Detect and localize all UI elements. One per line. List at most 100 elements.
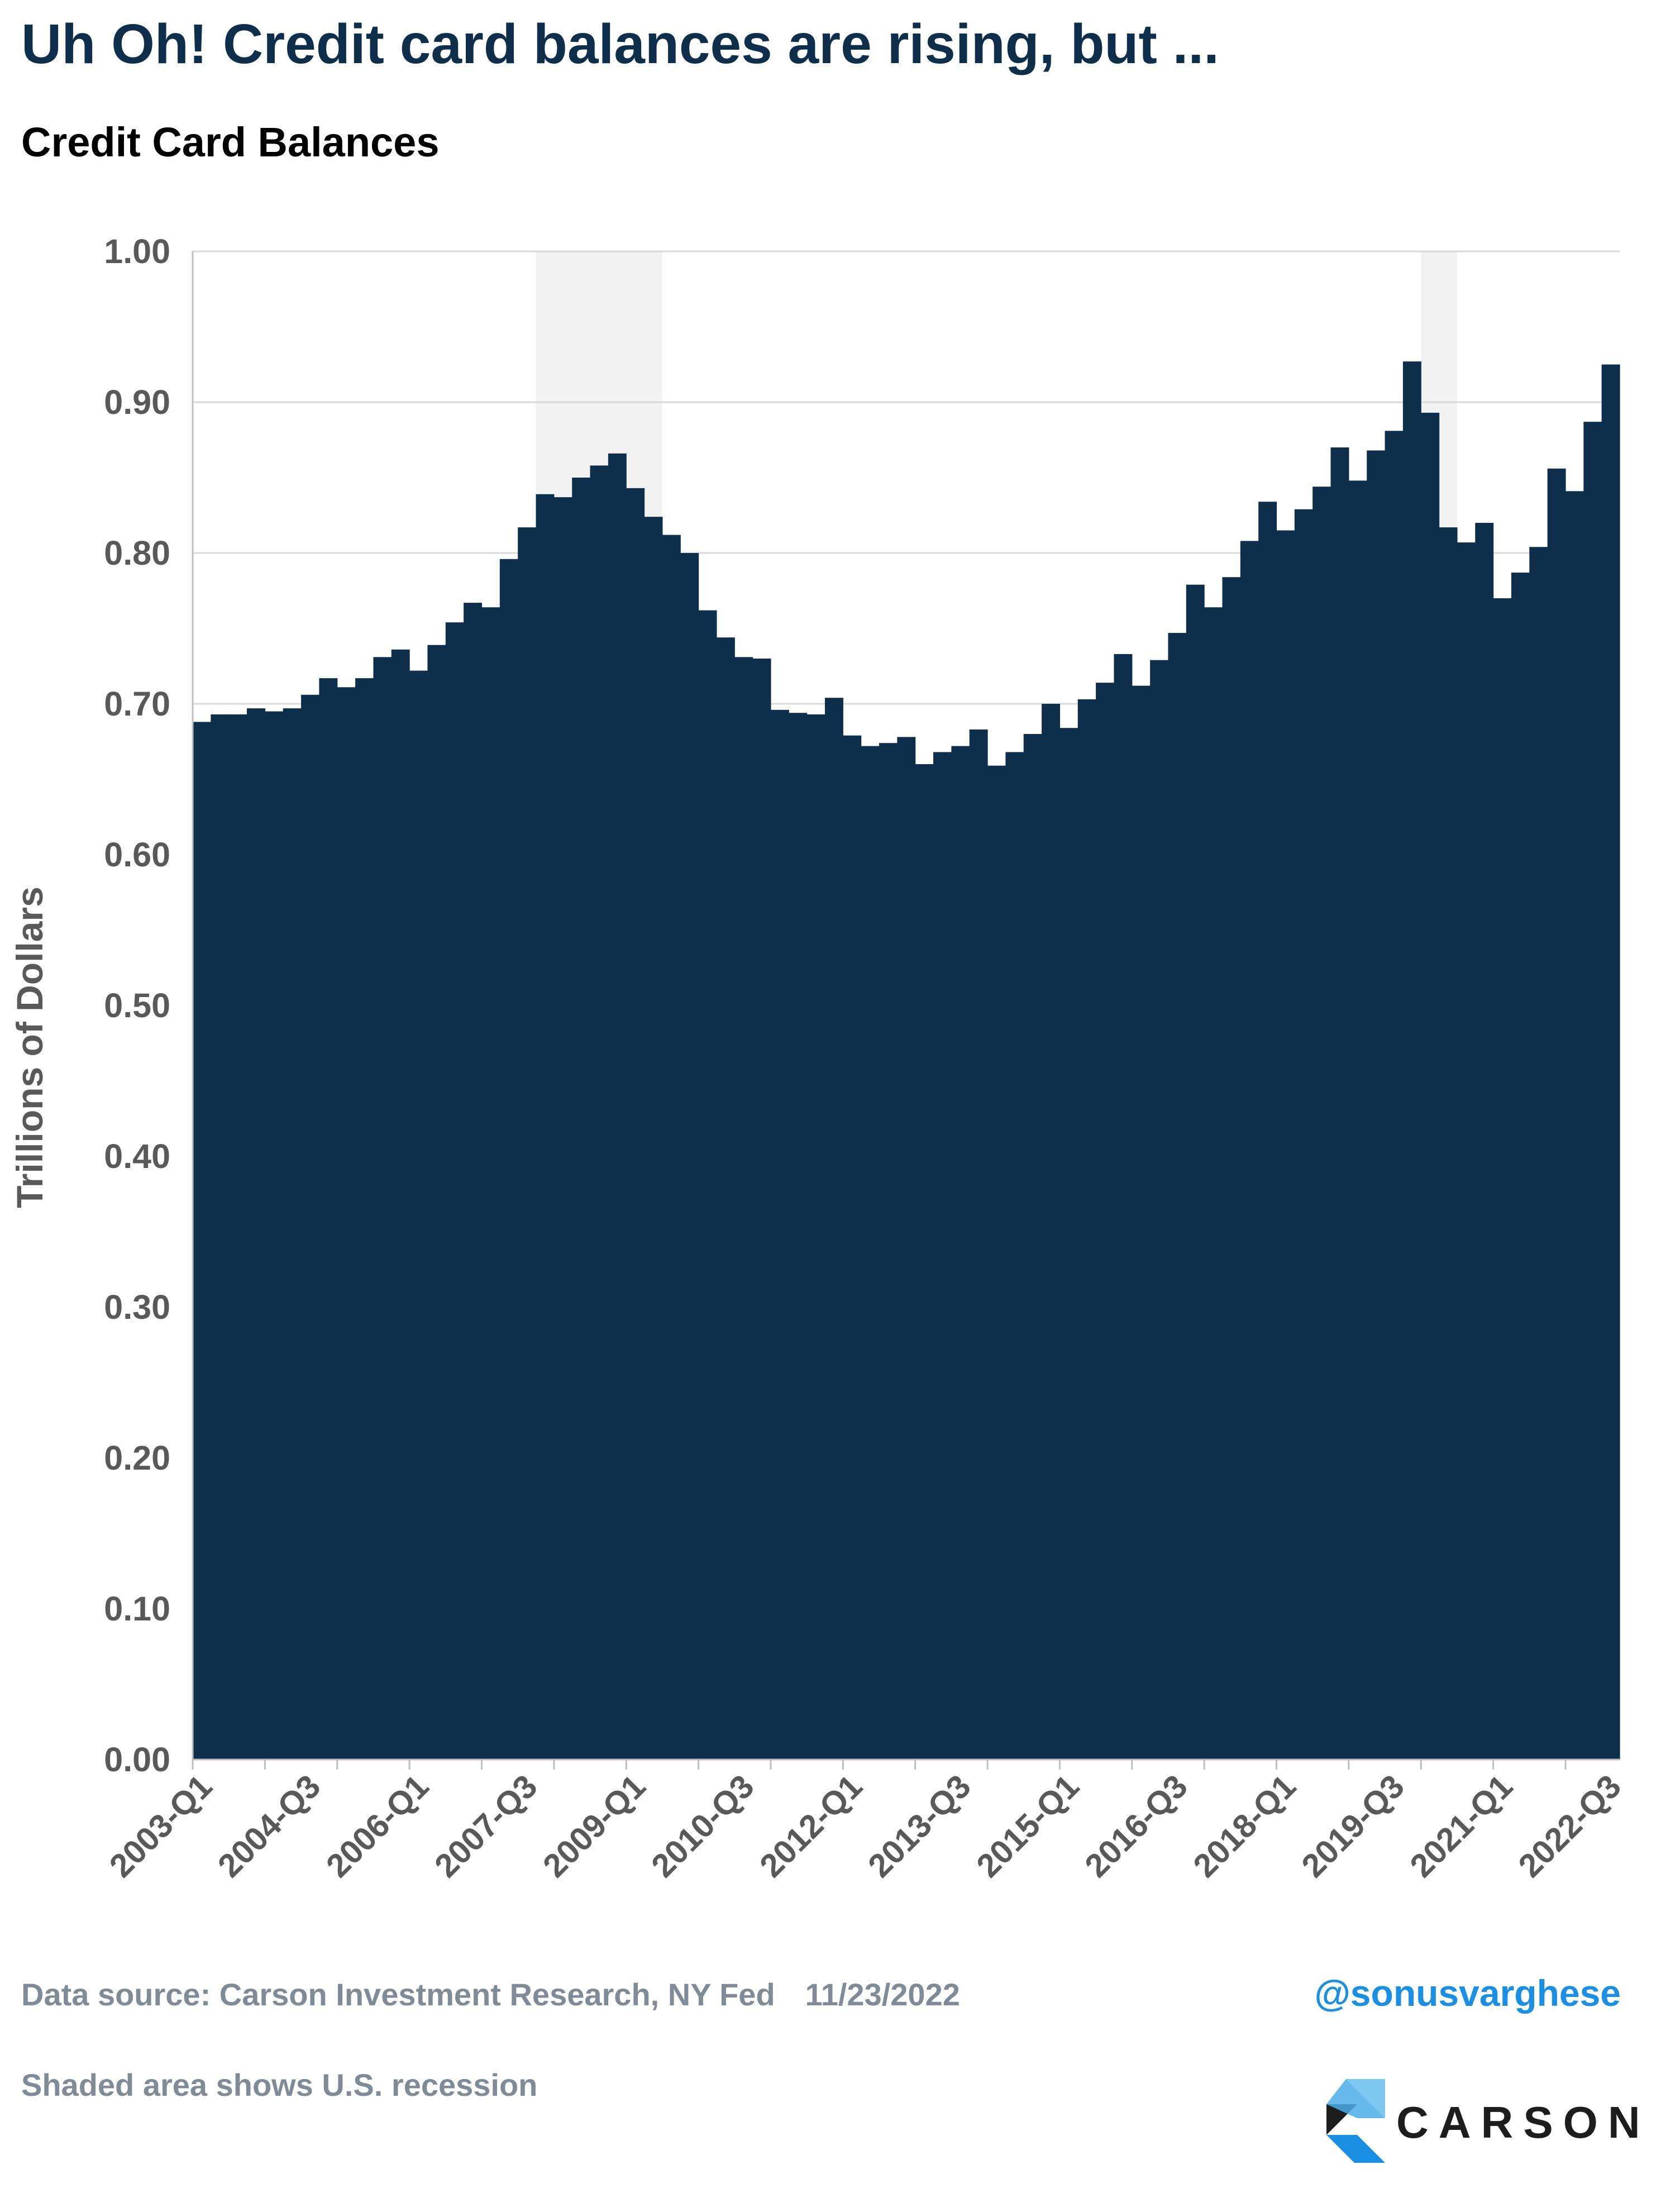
x-tick-label-7: 2013-Q3 — [861, 1768, 978, 1885]
bar-23 — [608, 453, 627, 1760]
bar-12 — [409, 670, 428, 1760]
y-tick-label-1: 0.10 — [104, 1590, 170, 1628]
bar-17 — [499, 559, 518, 1760]
bar-13 — [427, 645, 446, 1760]
bar-0 — [193, 722, 211, 1760]
bar-45 — [1005, 752, 1024, 1760]
source-date: 11/23/2022 — [805, 1977, 960, 2012]
bar-4 — [265, 711, 284, 1760]
bar-72 — [1493, 598, 1512, 1760]
bar-57 — [1222, 577, 1241, 1760]
x-axis-ticks: 2003-Q12004-Q32006-Q12007-Q32009-Q12010-… — [102, 1768, 1628, 1885]
y-tick-label-6: 0.60 — [104, 836, 170, 874]
twitter-handle-link[interactable]: @sonusvarghese — [1314, 1972, 1621, 2014]
x-tick-label-4: 2009-Q1 — [536, 1768, 653, 1885]
bar-27 — [680, 553, 699, 1760]
bar-14 — [445, 622, 464, 1760]
bar-5 — [283, 708, 302, 1760]
bar-47 — [1042, 704, 1061, 1760]
bar-76 — [1565, 491, 1584, 1760]
bar-31 — [752, 659, 771, 1760]
bar-35 — [824, 698, 843, 1760]
bar-18 — [518, 527, 537, 1760]
y-tick-label-0: 0.00 — [104, 1741, 170, 1779]
x-tick-label-13: 2022-Q3 — [1511, 1768, 1628, 1885]
bar-15 — [464, 603, 483, 1760]
bar-19 — [536, 494, 555, 1760]
bar-22 — [590, 465, 609, 1760]
axes-layer — [192, 251, 1620, 1770]
bar-9 — [355, 678, 374, 1760]
bar-42 — [951, 746, 970, 1760]
y-tick-label-5: 0.50 — [104, 986, 170, 1024]
bar-61 — [1294, 509, 1313, 1760]
y-tick-label-7: 0.70 — [104, 685, 170, 723]
bar-69 — [1439, 527, 1458, 1760]
bar-56 — [1204, 607, 1223, 1760]
chart-title: Uh Oh! Credit card balances are rising, … — [21, 13, 1219, 75]
x-tick-label-1: 2004-Q3 — [211, 1768, 327, 1885]
carson-logo-icon — [1326, 2079, 1385, 2163]
y-axis-label: Trillions of Dollars — [9, 886, 50, 1208]
bar-39 — [897, 737, 916, 1760]
bar-59 — [1258, 502, 1277, 1760]
x-tick-label-5: 2010-Q3 — [645, 1768, 761, 1885]
bar-74 — [1529, 547, 1548, 1760]
data-source-note: Data source: Carson Investment Research,… — [21, 1976, 960, 2013]
bar-65 — [1367, 450, 1386, 1760]
y-axis-ticks: 0.00 0.10 0.20 0.30 0.40 0.50 0.60 0.70 0.80 0.90… — [104, 232, 170, 1779]
carson-logo-text: CARSON — [1396, 2097, 1650, 2147]
x-tick-label-6: 2012-Q1 — [753, 1768, 870, 1885]
bar-29 — [716, 637, 735, 1760]
bar-68 — [1421, 412, 1440, 1760]
bar-2 — [228, 714, 247, 1760]
bar-77 — [1583, 422, 1602, 1760]
bar-3 — [247, 708, 265, 1760]
bar-49 — [1077, 699, 1096, 1760]
bar-16 — [481, 607, 500, 1760]
bar-37 — [861, 746, 880, 1760]
bar-11 — [391, 649, 410, 1760]
bar-43 — [969, 729, 988, 1760]
x-tick-label-11: 2019-Q3 — [1295, 1768, 1411, 1885]
bar-34 — [806, 714, 825, 1760]
bar-44 — [987, 765, 1006, 1760]
bar-24 — [626, 488, 645, 1760]
y-tick-label-3: 0.30 — [104, 1288, 170, 1326]
bar-75 — [1547, 468, 1566, 1760]
bar-21 — [572, 478, 591, 1760]
bar-10 — [373, 657, 392, 1760]
bar-25 — [644, 517, 663, 1760]
bar-7 — [319, 678, 338, 1760]
bar-20 — [553, 497, 572, 1760]
bar-63 — [1330, 447, 1349, 1760]
bar-67 — [1402, 361, 1421, 1760]
bar-55 — [1186, 584, 1205, 1760]
bar-30 — [734, 657, 753, 1760]
x-tick-label-10: 2018-Q1 — [1186, 1768, 1303, 1885]
y-tick-label-9: 0.90 — [104, 383, 170, 421]
bar-64 — [1348, 480, 1367, 1760]
bar-32 — [770, 709, 789, 1760]
bar-73 — [1511, 573, 1530, 1760]
x-tick-label-2: 2006-Q1 — [319, 1768, 436, 1885]
source-text: Data source: Carson Investment Research,… — [21, 1977, 775, 2012]
x-tick-label-8: 2015-Q1 — [970, 1768, 1086, 1885]
x-tick-label-0: 2003-Q1 — [102, 1768, 219, 1885]
bar-8 — [337, 687, 356, 1760]
bar-46 — [1023, 734, 1042, 1760]
bar-51 — [1114, 654, 1133, 1760]
bar-62 — [1312, 487, 1331, 1760]
bar-50 — [1096, 683, 1115, 1760]
x-tick-label-9: 2016-Q3 — [1078, 1768, 1195, 1885]
bar-60 — [1276, 530, 1295, 1760]
bar-41 — [933, 752, 952, 1760]
bar-6 — [301, 694, 319, 1760]
recession-note: Shaded area shows U.S. recession — [21, 2067, 538, 2103]
y-tick-label-10: 1.00 — [104, 232, 170, 270]
bar-52 — [1132, 685, 1151, 1760]
x-tick-label-3: 2007-Q3 — [427, 1768, 544, 1885]
bar-26 — [662, 535, 681, 1760]
bar-70 — [1457, 542, 1476, 1760]
bar-78 — [1601, 364, 1620, 1760]
